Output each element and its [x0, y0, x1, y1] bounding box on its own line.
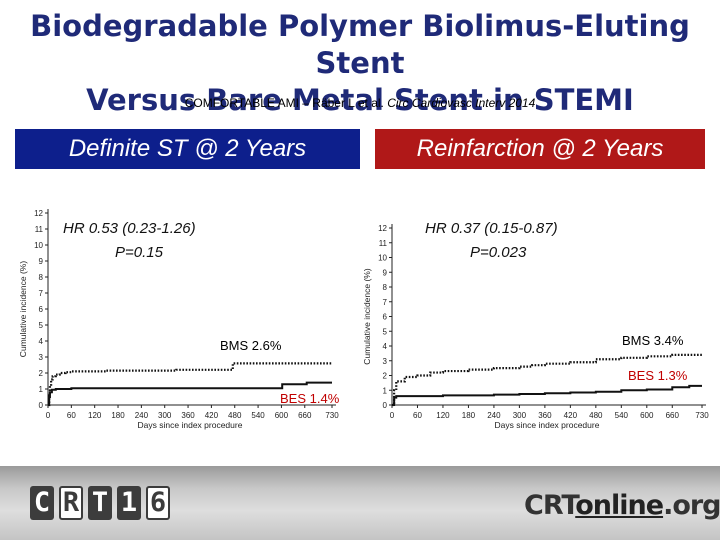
x-tick-label: 300 — [513, 411, 527, 420]
x-tick-label: 600 — [275, 411, 289, 420]
crt-logo-letter: R — [59, 486, 83, 520]
y-tick-label: 2 — [383, 372, 388, 381]
x-tick-label: 180 — [111, 411, 125, 420]
hazard-ratio-label: HR 0.53 (0.23-1.26) — [63, 220, 196, 237]
y-axis-label: Cumulative incidence (%) — [18, 261, 28, 358]
y-tick-label: 4 — [383, 342, 388, 351]
x-tick-label: 60 — [413, 411, 422, 420]
x-tick-label: 730 — [695, 411, 709, 420]
series-line — [48, 381, 332, 406]
x-tick-label: 540 — [251, 411, 265, 420]
series-line — [48, 362, 332, 407]
x-tick-label: 0 — [390, 411, 395, 420]
x-tick-label: 120 — [436, 411, 450, 420]
series-label: BES 1.3% — [628, 368, 688, 383]
crt-logo-letter: 6 — [146, 486, 170, 520]
site-prefix: CRT — [524, 490, 576, 521]
y-tick-label: 9 — [39, 257, 44, 266]
y-tick-label: 11 — [379, 239, 388, 248]
y-tick-label: 5 — [39, 321, 44, 330]
y-tick-label: 3 — [383, 357, 388, 366]
x-tick-label: 480 — [589, 411, 603, 420]
y-tick-label: 0 — [39, 401, 44, 410]
x-tick-label: 660 — [298, 411, 312, 420]
crt-logo-letter: 1 — [117, 486, 141, 520]
y-tick-label: 6 — [383, 313, 388, 322]
y-tick-label: 8 — [39, 273, 44, 282]
x-tick-label: 0 — [46, 411, 51, 420]
y-tick-label: 5 — [383, 327, 388, 336]
x-tick-label: 360 — [181, 411, 195, 420]
x-tick-label: 180 — [462, 411, 476, 420]
y-tick-label: 2 — [39, 369, 44, 378]
series-line — [392, 384, 702, 406]
x-tick-label: 480 — [228, 411, 242, 420]
crt-logo-letter: T — [88, 486, 112, 520]
y-tick-label: 3 — [39, 353, 44, 362]
x-tick-label: 360 — [538, 411, 552, 420]
series-label: BES 1.4% — [280, 391, 340, 406]
x-tick-label: 730 — [325, 411, 339, 420]
crtonline-logo: CRTonline.org — [524, 490, 720, 521]
panel-title-reinfarction: Reinfarction @ 2 Years — [375, 129, 705, 169]
panel-title-definite-st: Definite ST @ 2 Years — [15, 129, 360, 169]
y-tick-label: 6 — [39, 305, 44, 314]
x-axis-label: Days since index procedure — [495, 420, 600, 430]
x-tick-label: 420 — [205, 411, 219, 420]
x-tick-label: 300 — [158, 411, 172, 420]
y-tick-label: 1 — [39, 385, 44, 394]
x-axis-label: Days since index procedure — [138, 420, 243, 430]
series-line — [392, 353, 702, 407]
y-tick-label: 10 — [34, 241, 43, 250]
crt-logo-letter: C — [30, 486, 54, 520]
title-line-1: Biodegradable Polymer Biolimus-Eluting S… — [30, 9, 690, 80]
y-tick-label: 7 — [383, 298, 388, 307]
series-label: BMS 3.4% — [622, 333, 684, 348]
x-tick-label: 240 — [487, 411, 501, 420]
p-value-label: P=0.15 — [115, 244, 164, 261]
hazard-ratio-label: HR 0.37 (0.15-0.87) — [425, 220, 558, 237]
citation-journal: Circ Cardiovasc Interv 2014 — [387, 96, 536, 110]
x-tick-label: 540 — [615, 411, 629, 420]
x-tick-label: 120 — [88, 411, 102, 420]
y-tick-label: 12 — [378, 224, 387, 233]
p-value-label: P=0.023 — [470, 244, 527, 261]
site-suffix: .org — [663, 490, 720, 521]
y-tick-label: 0 — [383, 401, 388, 410]
y-tick-label: 11 — [35, 225, 44, 234]
y-tick-label: 8 — [383, 283, 388, 292]
x-tick-label: 420 — [564, 411, 578, 420]
x-tick-label: 600 — [640, 411, 654, 420]
y-tick-label: 12 — [34, 209, 43, 218]
y-tick-label: 7 — [39, 289, 44, 298]
x-tick-label: 240 — [135, 411, 149, 420]
y-axis-label: Cumulative incidence (%) — [362, 268, 372, 365]
site-middle: online — [575, 490, 664, 521]
series-label: BMS 2.6% — [220, 338, 282, 353]
citation: COMFORTABLE AMI – Räber L et al. Circ Ca… — [0, 96, 720, 110]
slide-title: Biodegradable Polymer Biolimus-Eluting S… — [0, 8, 720, 119]
y-tick-label: 10 — [378, 254, 387, 263]
x-tick-label: 60 — [67, 411, 76, 420]
y-tick-label: 4 — [39, 337, 44, 346]
y-tick-label: 1 — [383, 386, 388, 395]
y-tick-label: 9 — [383, 268, 388, 277]
citation-authors: COMFORTABLE AMI – Räber L et al. — [184, 96, 388, 110]
x-tick-label: 660 — [666, 411, 680, 420]
title-line-2: Versus Bare Metal Stent in STEMI — [86, 83, 634, 117]
